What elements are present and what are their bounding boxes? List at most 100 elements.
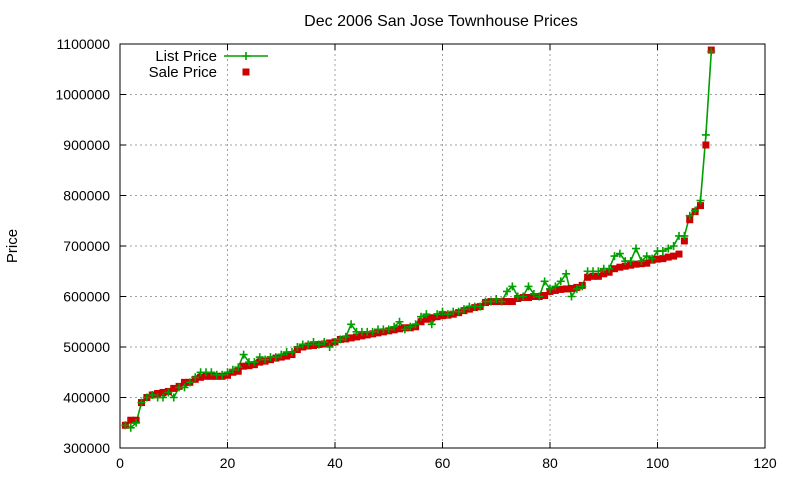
sale-price-point bbox=[632, 260, 640, 268]
sale-price-point bbox=[541, 291, 549, 299]
sale-price-point bbox=[568, 284, 575, 292]
x-tick-label: 120 bbox=[753, 455, 777, 471]
list-price-point bbox=[556, 277, 565, 286]
list-price-point bbox=[486, 297, 495, 306]
sale-price-point bbox=[503, 298, 511, 306]
sale-price-point bbox=[664, 253, 672, 261]
sale-price-point bbox=[654, 255, 661, 263]
list-price-point bbox=[148, 390, 157, 399]
sale-price-point bbox=[353, 333, 360, 341]
list-price-point bbox=[185, 378, 194, 387]
list-price-point bbox=[615, 249, 624, 258]
sale-price-point bbox=[428, 314, 436, 322]
list-price-point bbox=[400, 325, 409, 334]
list-price-point bbox=[610, 252, 619, 261]
list-price-point bbox=[546, 284, 554, 293]
list-price-point bbox=[347, 320, 356, 329]
x-tick-label: 100 bbox=[646, 455, 670, 471]
sale-price-point bbox=[283, 352, 291, 360]
legend-marker-sale-price bbox=[242, 68, 250, 76]
y-tick-label: 900000 bbox=[63, 137, 110, 153]
grid bbox=[120, 44, 765, 448]
sale-price-point bbox=[240, 362, 248, 370]
list-price-point bbox=[250, 358, 259, 367]
y-tick-label: 800000 bbox=[63, 188, 110, 204]
list-price-point bbox=[293, 343, 302, 351]
list-price-point bbox=[223, 368, 232, 377]
sale-price-point bbox=[127, 416, 135, 424]
chart-title: Dec 2006 San Jose Townhouse Prices bbox=[304, 13, 578, 30]
sale-price-point bbox=[417, 318, 425, 326]
list-price-point bbox=[508, 282, 517, 291]
list-price-point bbox=[191, 373, 200, 382]
list-price-point bbox=[137, 398, 146, 407]
sale-price-point bbox=[686, 216, 694, 224]
list-price-point bbox=[406, 322, 415, 331]
y-axis-label: Price bbox=[4, 229, 21, 263]
list-price-point bbox=[503, 287, 511, 296]
sale-price-point bbox=[207, 372, 215, 380]
legend: List Price Sale Price bbox=[149, 48, 268, 81]
sale-price-point bbox=[396, 325, 403, 333]
list-price-point bbox=[691, 206, 700, 215]
sale-price-point bbox=[594, 272, 602, 280]
sale-price-point bbox=[697, 202, 704, 210]
list-price-point bbox=[594, 267, 603, 276]
list-price-point bbox=[519, 292, 528, 301]
legend-label-sale-price: Sale Price bbox=[149, 64, 217, 81]
list-price-point bbox=[578, 282, 587, 291]
list-price-point bbox=[126, 423, 135, 432]
sale-price-point bbox=[202, 372, 210, 380]
list-price-point bbox=[535, 292, 544, 301]
x-tick-label: 0 bbox=[116, 455, 124, 471]
list-price-point bbox=[384, 325, 393, 334]
y-tick-label: 600000 bbox=[63, 289, 110, 305]
list-price-point bbox=[642, 252, 651, 261]
list-price-point bbox=[218, 370, 227, 379]
series-layer bbox=[121, 46, 716, 432]
sale-price-point bbox=[234, 367, 242, 375]
list-price-point bbox=[169, 393, 178, 402]
list-price-point bbox=[648, 254, 657, 263]
sale-price-point bbox=[181, 378, 188, 386]
list-price-point bbox=[309, 337, 318, 346]
list-price-point bbox=[562, 269, 571, 278]
list-price-point bbox=[443, 310, 452, 319]
list-price-point bbox=[497, 297, 506, 306]
list-price-point bbox=[433, 310, 442, 319]
sale-price-point bbox=[159, 388, 167, 396]
sale-price-point bbox=[551, 286, 559, 294]
list-price-point bbox=[234, 363, 243, 372]
sale-price-point bbox=[508, 298, 516, 306]
sale-price-point bbox=[600, 270, 608, 278]
list-price-point bbox=[277, 350, 286, 359]
sale-price-point bbox=[170, 384, 178, 392]
list-price-point bbox=[331, 337, 339, 346]
list-price-point bbox=[572, 284, 581, 293]
list-price-point bbox=[454, 307, 463, 316]
sale-price-point bbox=[584, 273, 592, 281]
sale-price-point bbox=[197, 373, 205, 381]
sale-price-point bbox=[562, 285, 570, 293]
list-price-point bbox=[271, 353, 280, 362]
list-price-point bbox=[669, 242, 678, 250]
x-tick-label: 40 bbox=[327, 455, 343, 471]
list-price-point bbox=[325, 343, 334, 351]
list-price-point bbox=[637, 257, 646, 266]
y-tick-label: 500000 bbox=[63, 339, 110, 355]
list-price-point bbox=[460, 305, 468, 314]
list-price-point bbox=[304, 340, 313, 349]
list-price-point bbox=[551, 282, 560, 291]
list-price-point bbox=[336, 335, 345, 344]
list-price-point bbox=[476, 302, 485, 311]
list-price-point bbox=[664, 244, 673, 253]
list-price-point bbox=[438, 307, 447, 316]
sale-price-point bbox=[326, 339, 334, 347]
list-price-point bbox=[524, 282, 533, 291]
sale-price-point bbox=[680, 237, 688, 245]
sale-price-point bbox=[702, 141, 710, 149]
list-price-point bbox=[314, 340, 323, 349]
list-price-point bbox=[228, 365, 237, 374]
list-price-point bbox=[427, 320, 436, 329]
